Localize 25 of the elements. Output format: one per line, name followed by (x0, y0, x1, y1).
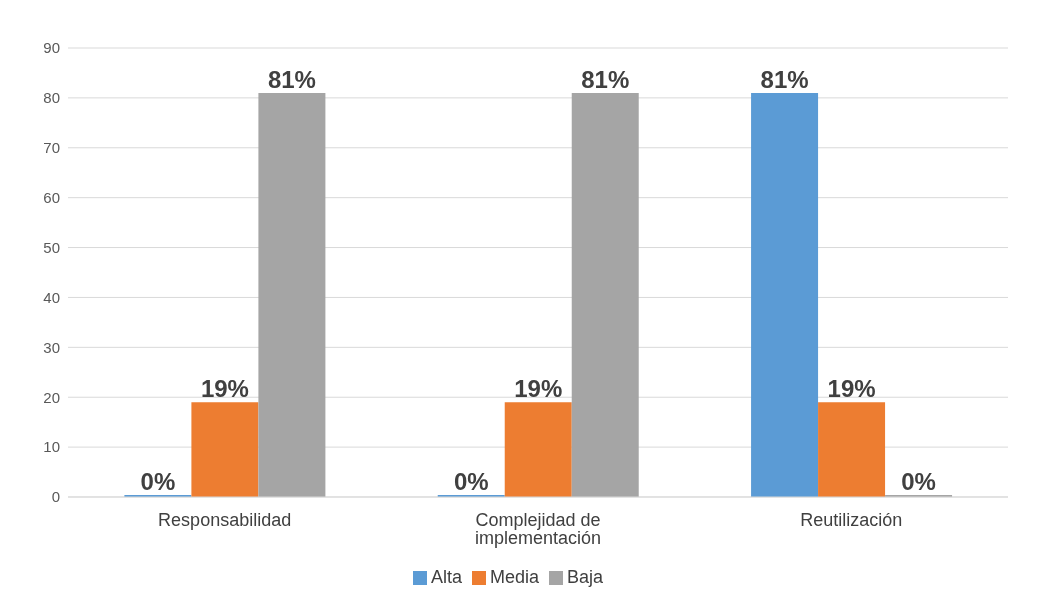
x-tick-label: Reutilización (800, 509, 903, 530)
y-tick-label: 80 (43, 89, 60, 107)
data-label: 81% (267, 65, 316, 93)
data-label: 19% (827, 375, 876, 403)
y-tick-label: 10 (43, 438, 60, 456)
y-tick-label: 50 (43, 238, 60, 256)
y-tick-label: 0 (51, 488, 60, 506)
data-label: 19% (200, 375, 249, 403)
data-label: 81% (760, 65, 809, 93)
x-tick-label: Responsabilidad (158, 509, 292, 530)
legend-label: Media (489, 567, 540, 587)
data-label: 0% (901, 468, 936, 495)
data-label: 0% (140, 468, 176, 495)
y-tick-label: 90 (43, 39, 60, 57)
data-label: 0% (453, 468, 489, 495)
legend-label: Alta (430, 567, 462, 587)
legend-label: Baja (567, 567, 604, 587)
y-tick-label: 20 (43, 388, 60, 406)
data-label: 81% (581, 65, 630, 93)
y-tick-label: 70 (43, 139, 60, 157)
y-tick-label: 30 (43, 338, 60, 356)
data-label: 19% (514, 375, 563, 403)
y-tick-label: 60 (43, 188, 60, 206)
x-tick-label: Complejidad de implementación (474, 509, 602, 548)
y-tick-label: 40 (43, 288, 60, 306)
